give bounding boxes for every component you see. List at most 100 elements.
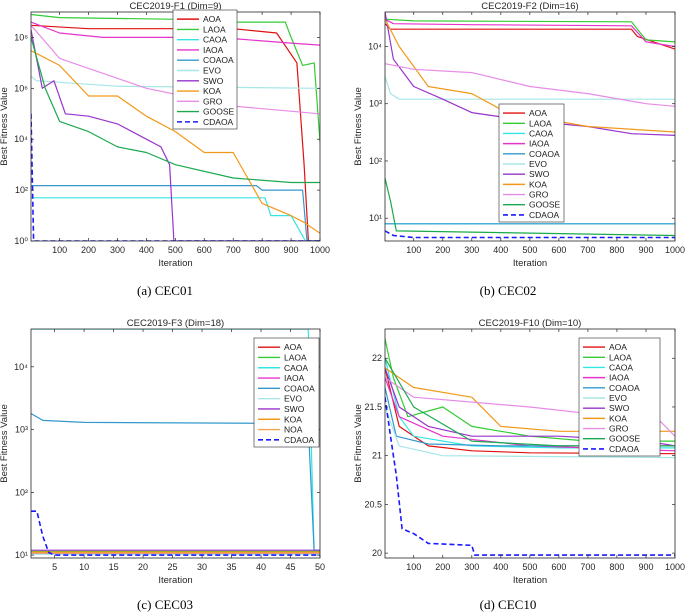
legend-label-aoa: AOA xyxy=(203,14,221,24)
series-line-evo xyxy=(385,76,675,100)
x-tick-label: 100 xyxy=(406,562,421,572)
legend-label-aoa: AOA xyxy=(609,342,627,352)
legend-label-iaoa: IAOA xyxy=(203,45,224,55)
legend: AOALAOACAOAIAOACOAOAEVOSWOKOAGROGOOSECDA… xyxy=(498,103,565,223)
legend-label-caoa: CAOA xyxy=(529,128,553,138)
x-tick-label: 1000 xyxy=(665,562,685,572)
series-line-laoa xyxy=(385,338,675,442)
legend-label-goose: GOOSE xyxy=(529,200,561,210)
series-line-aoa xyxy=(385,367,675,455)
legend-label-koa: KOA xyxy=(529,179,547,189)
legend-label-evo: EVO xyxy=(529,159,547,169)
x-tick-label: 600 xyxy=(551,562,566,572)
y-axis-label: Best Fitness Value xyxy=(0,87,10,166)
x-tick-label: 100 xyxy=(406,245,421,255)
series-line-swo xyxy=(385,12,675,136)
legend: AOALAOACAOAIAOACOAOAEVOSWOKOAGROGOOSECDA… xyxy=(172,9,238,130)
x-tick-label: 30 xyxy=(197,562,207,572)
x-tick-label: 700 xyxy=(226,245,241,255)
y-axis-label: Best Fitness Value xyxy=(0,404,10,483)
y-tick-label: 22 xyxy=(372,353,382,363)
series-line-cdaoa xyxy=(31,113,320,241)
legend-label-aoa: AOA xyxy=(529,108,547,118)
legend-label-coaoa: COAOA xyxy=(529,149,560,159)
legend-label-gro: GRO xyxy=(529,190,549,200)
y-tick-label: 10¹ xyxy=(369,213,382,223)
x-tick-label: 300 xyxy=(464,245,479,255)
x-tick-label: 45 xyxy=(286,562,296,572)
x-tick-label: 25 xyxy=(168,562,178,572)
series-line-koa xyxy=(385,18,675,133)
series-line-caoa xyxy=(31,197,320,241)
x-tick-label: 20 xyxy=(138,562,148,572)
axes-box xyxy=(30,328,321,559)
legend-label-swo: SWO xyxy=(203,76,224,86)
y-tick-label: 20 xyxy=(372,548,382,558)
series-group xyxy=(385,12,675,239)
y-tick-label: 10² xyxy=(369,156,382,166)
series-line-cdaoa xyxy=(31,510,320,556)
y-tick-label: 10⁸ xyxy=(14,32,28,42)
x-tick-label: 300 xyxy=(110,245,125,255)
legend-label-cdaoa: CDAOA xyxy=(203,117,234,127)
x-tick-label: 200 xyxy=(435,562,450,572)
legend-label-evo: EVO xyxy=(284,394,302,404)
legend-label-iaoa: IAOA xyxy=(609,373,630,383)
x-tick-label: 300 xyxy=(464,562,479,572)
y-axis-label: Best Fitness Value xyxy=(353,404,364,483)
x-tick-label: 200 xyxy=(81,245,96,255)
series-line-cdaoa xyxy=(385,397,675,556)
legend-label-noa: NOA xyxy=(284,425,303,435)
x-tick-label: 800 xyxy=(609,245,624,255)
legend-label-evo: EVO xyxy=(609,393,627,403)
x-tick-label: 100 xyxy=(52,245,67,255)
x-tick-label: 900 xyxy=(284,245,299,255)
y-tick-label: 10² xyxy=(15,185,28,195)
y-tick-label: 10¹ xyxy=(15,550,28,560)
series-line-iaoa xyxy=(385,377,675,452)
legend-label-koa: KOA xyxy=(284,414,302,424)
series-line-cdaoa xyxy=(385,230,675,239)
y-tick-label: 21.5 xyxy=(364,402,382,412)
legend-box xyxy=(253,337,320,448)
series-line-goose xyxy=(385,178,675,237)
x-axis-label: Iteration xyxy=(513,258,547,269)
x-tick-label: 600 xyxy=(551,245,566,255)
y-tick-label: 10³ xyxy=(15,425,28,435)
y-tick-label: 21 xyxy=(372,451,382,461)
x-axis-label: Iteration xyxy=(158,575,192,586)
series-line-gro xyxy=(385,63,675,107)
legend-label-koa: KOA xyxy=(609,413,627,423)
x-tick-label: 200 xyxy=(435,245,450,255)
legend-label-caoa: CAOA xyxy=(203,35,227,45)
chart-title: CEC2019-F2 (Dim=16) xyxy=(481,1,578,12)
legend-label-gro: GRO xyxy=(203,96,223,106)
series-line-gro xyxy=(31,24,320,115)
legend-label-cdaoa: CDAOA xyxy=(284,435,315,445)
series-line-koa xyxy=(31,50,320,234)
legend-label-koa: KOA xyxy=(203,86,221,96)
legend-label-laoa: LAOA xyxy=(284,352,307,362)
legend-label-iaoa: IAOA xyxy=(529,139,550,149)
series-line-koa xyxy=(385,367,675,432)
series-line-laoa xyxy=(385,18,675,43)
caption-f10: (d) CEC10 xyxy=(480,597,537,612)
series-line-evo xyxy=(385,406,675,459)
y-tick-label: 10⁰ xyxy=(14,236,28,246)
x-tick-label: 400 xyxy=(493,562,508,572)
x-axis-label: Iteration xyxy=(513,575,547,586)
x-tick-label: 10 xyxy=(79,562,89,572)
x-tick-label: 1000 xyxy=(665,245,685,255)
legend-label-swo: SWO xyxy=(609,403,630,413)
series-line-goose xyxy=(31,37,320,184)
legend-label-coaoa: COAOA xyxy=(609,383,640,393)
legend-label-laoa: LAOA xyxy=(529,118,552,128)
x-tick-label: 1000 xyxy=(310,245,330,255)
x-tick-label: 50 xyxy=(315,562,325,572)
y-axis-label: Best Fitness Value xyxy=(353,87,364,166)
series-line-aoa xyxy=(31,24,320,241)
y-tick-label: 10⁶ xyxy=(14,83,28,93)
caption-f2: (b) CEC02 xyxy=(480,283,537,298)
